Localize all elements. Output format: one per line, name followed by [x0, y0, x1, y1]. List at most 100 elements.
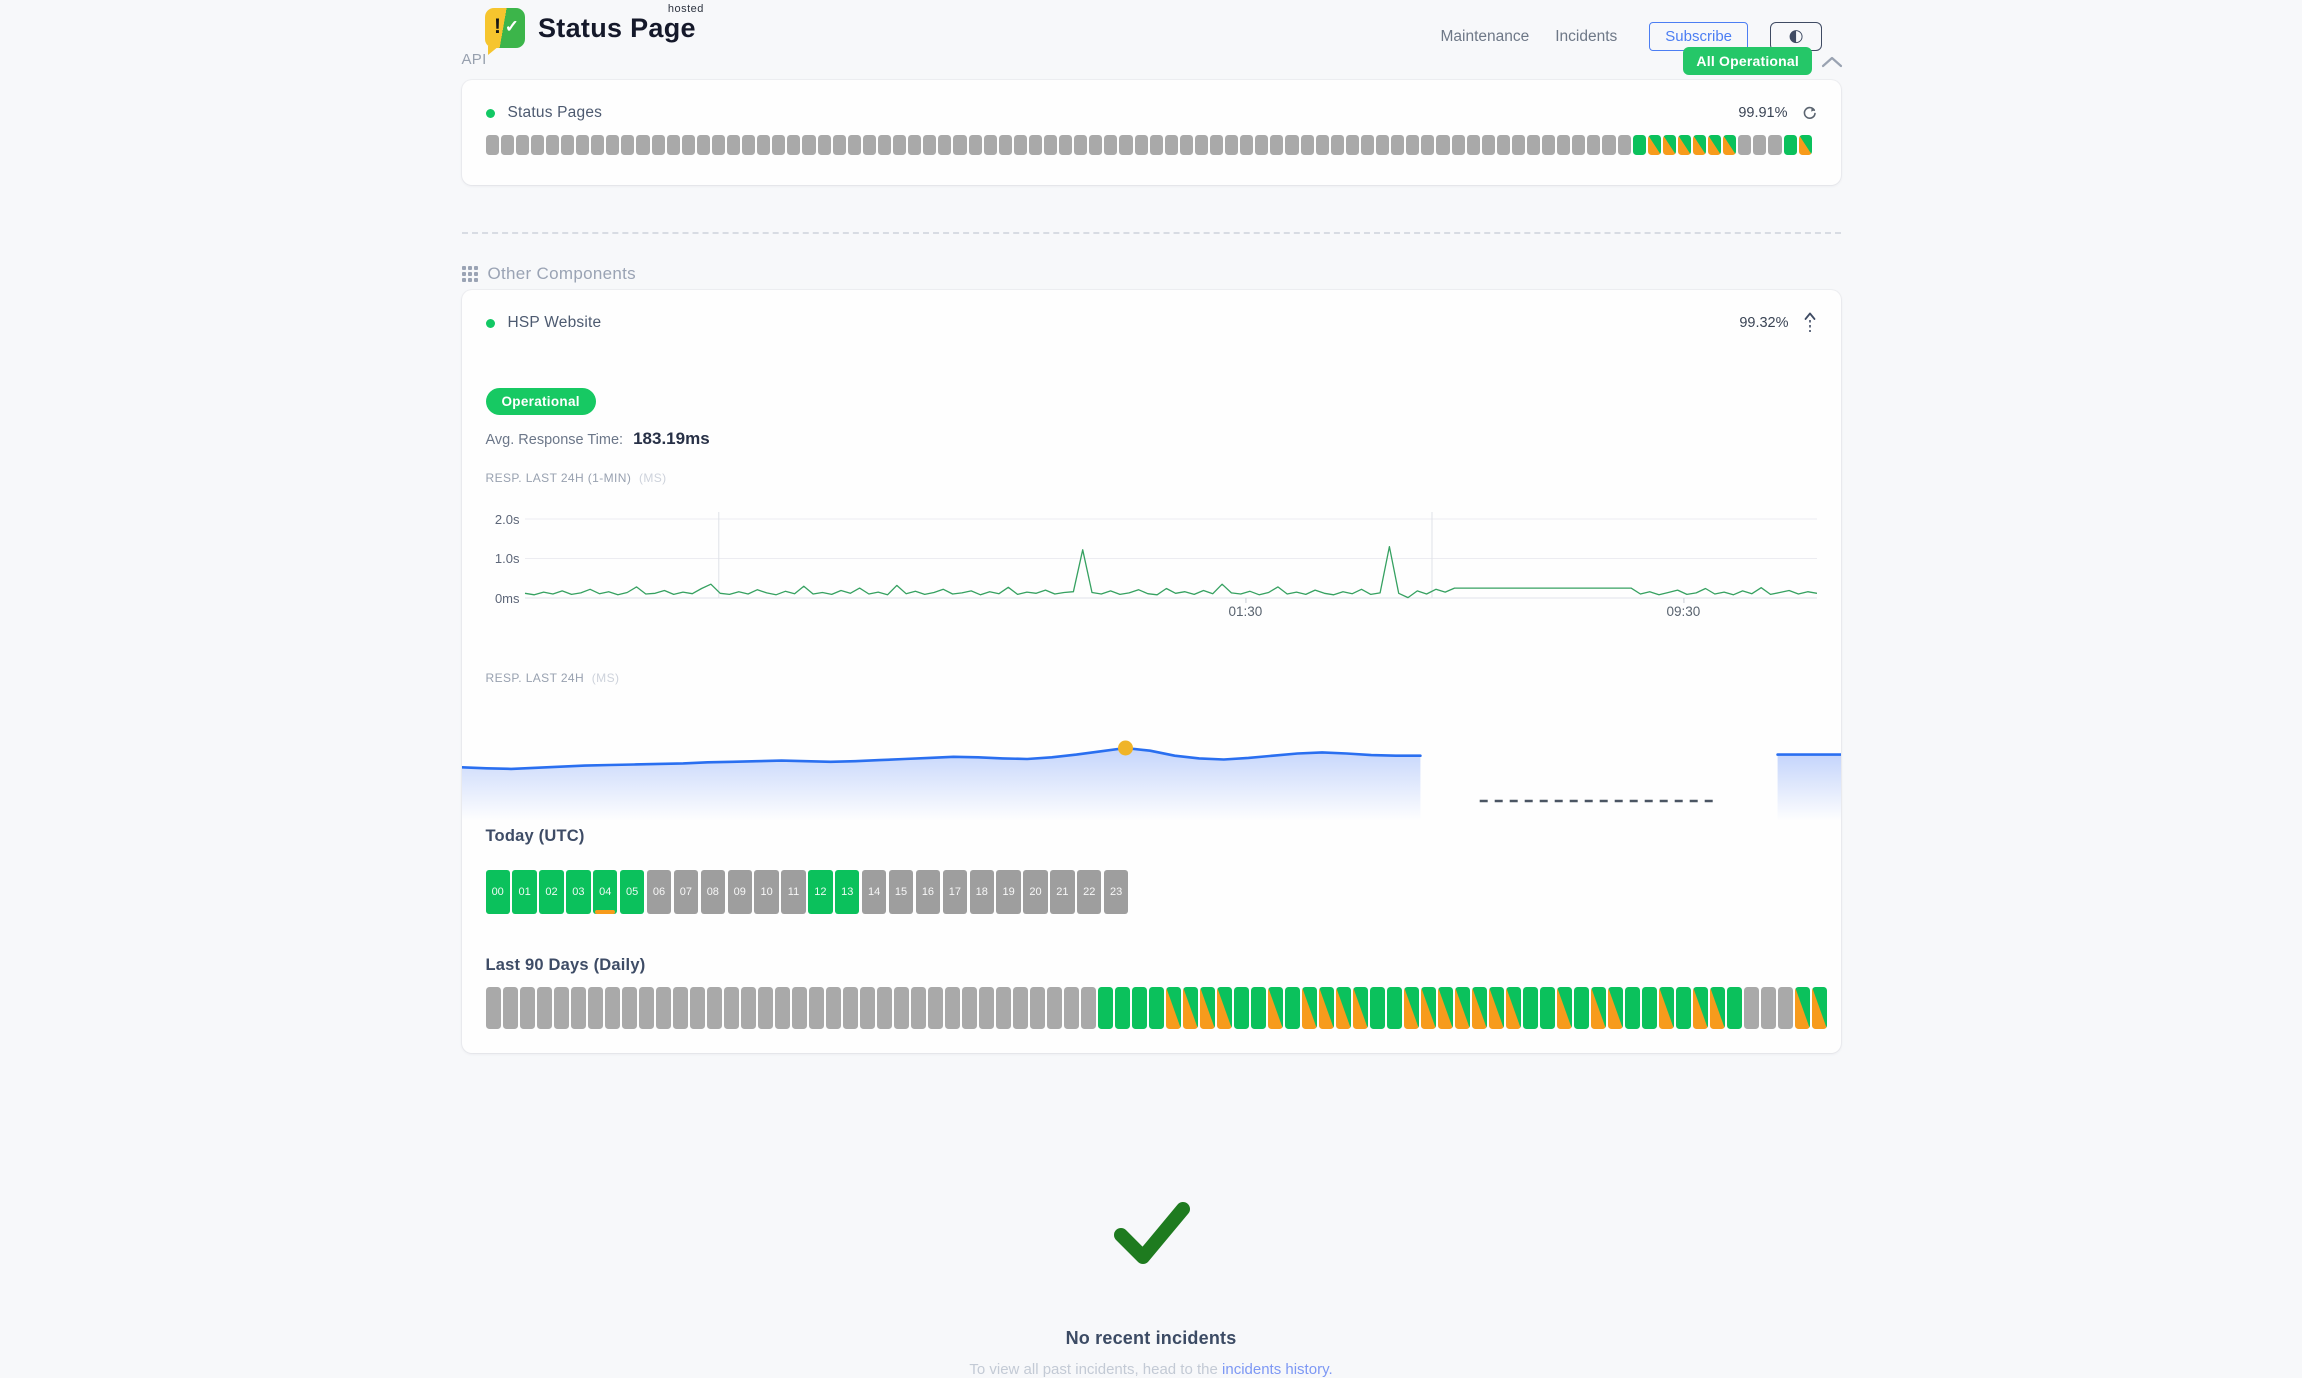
uptime-block [1063, 987, 1079, 1029]
uptime-block [1783, 135, 1797, 155]
uptime-block [802, 135, 816, 155]
component-row-status-pages: Status Pages 99.91% [485, 104, 1817, 122]
uptime-block [1315, 135, 1329, 155]
uptime-block [689, 987, 705, 1029]
hour-block: 14 [861, 870, 887, 914]
uptime-block [536, 987, 552, 1029]
nav-maintenance[interactable]: Maintenance [1440, 27, 1530, 45]
uptime-block [1114, 987, 1130, 1029]
status-dot-green [485, 108, 495, 118]
uptime-block [1270, 135, 1284, 155]
hour-block: 05 [619, 870, 645, 914]
uptime-block [1421, 135, 1435, 155]
uptime-block [1526, 135, 1541, 155]
uptime-block [1624, 987, 1640, 1029]
y-axis-tick: 2.0s [494, 511, 520, 527]
hour-block: 17 [942, 870, 968, 914]
uptime-block [757, 987, 773, 1029]
uptime-block [1602, 135, 1616, 155]
y-axis-tick: 0ms [494, 590, 520, 606]
hour-block: 01 [512, 870, 537, 914]
all-operational-badge[interactable]: All Operational [1683, 47, 1812, 75]
uptime-block [787, 135, 801, 155]
uptime-block [862, 135, 876, 155]
incidents-history-link[interactable]: incidents history. [1222, 1361, 1333, 1378]
hour-block: 11 [781, 870, 806, 914]
uptime-block [1149, 135, 1163, 155]
uptime-block [1471, 987, 1487, 1029]
component-meta: 99.91% [1738, 105, 1816, 121]
uptime-block [1632, 135, 1646, 155]
uptime-block [1726, 987, 1742, 1029]
uptime-block [1481, 135, 1495, 155]
theme-contrast-icon: ◐ [1788, 26, 1804, 46]
y-axis-tick: 1.0s [494, 551, 520, 566]
uptime-block [1059, 135, 1073, 155]
uptime-percentage: 99.91% [1738, 105, 1788, 121]
uptime-block [1658, 987, 1674, 1029]
uptime-block [545, 135, 559, 155]
today-title: Today (UTC) [485, 827, 585, 845]
refresh-icon[interactable] [1802, 106, 1817, 121]
uptime-block [1542, 135, 1556, 155]
uptime-block [1794, 987, 1810, 1029]
last-90-days-title: Last 90 Days (Daily) [485, 956, 646, 974]
uptime-block [1131, 987, 1147, 1029]
logo-title: Status Page [538, 12, 696, 43]
status-dot-green [485, 318, 495, 328]
uptime-block [1104, 135, 1118, 155]
component-row-hsp-website: HSP Website 99.32% [485, 312, 1817, 334]
uptime-block [1285, 135, 1299, 155]
today-hour-blocks: 00 01 02 03 04 05 06 07 08 09 10 11 12 13 14 15 16 17 18 19… [485, 870, 1817, 914]
hour-block: 10 [754, 870, 779, 914]
operational-badge: Operational [485, 388, 596, 415]
uptime-block [1080, 987, 1096, 1029]
incidents-footer: No recent incidents To view all past inc… [462, 1196, 1841, 1378]
uptime-block [553, 987, 569, 1029]
uptime-block [560, 135, 575, 155]
collapse-arrow-icon[interactable] [1803, 312, 1817, 334]
uptime-block [621, 987, 637, 1029]
uptime-block [938, 135, 952, 155]
uptime-block [1301, 987, 1317, 1029]
response-time-line-chart: 2.0s 1.0s 0ms 01:30 09:30 [486, 507, 1817, 633]
avg-response-value: 183.19ms [633, 429, 710, 448]
uptime-block [1074, 135, 1088, 155]
response-time-area-chart [460, 713, 1842, 825]
uptime-block [1617, 135, 1631, 155]
uptime-block [1043, 135, 1058, 155]
uptime-block [1406, 135, 1420, 155]
chevron-up-icon[interactable] [1821, 55, 1843, 68]
chart1-label-text: RESP. LAST 24H (1-MIN) [485, 471, 632, 485]
logo-superscript: hosted [667, 2, 704, 15]
uptime-block [847, 135, 861, 155]
nav-incidents[interactable]: Incidents [1555, 27, 1618, 45]
partial-outage-mark [595, 910, 616, 914]
x-axis-tick: 09:30 [1666, 604, 1701, 619]
incidents-history-line: To view all past incidents, head to the … [462, 1361, 1841, 1378]
uptime-block [1777, 987, 1793, 1029]
uptime-block [1386, 987, 1402, 1029]
uptime-block [953, 135, 967, 155]
uptime-block [817, 135, 831, 155]
uptime-block [621, 135, 635, 155]
uptime-block [1134, 135, 1148, 155]
hour-block: 19 [996, 870, 1021, 914]
app-logo[interactable]: ! ✓ Status Page hosted [485, 3, 703, 55]
uptime-block [1369, 987, 1385, 1029]
uptime-block [1753, 135, 1767, 155]
main-content: API Status Pages 99.91% [460, 0, 1842, 1378]
uptime-block [877, 135, 892, 155]
no-incidents-title: No recent incidents [1065, 1328, 1237, 1348]
uptime-block [1046, 987, 1062, 1029]
uptime-block [519, 987, 535, 1029]
uptime-block [923, 135, 937, 155]
uptime-block [1496, 135, 1510, 155]
hour-block: 16 [915, 870, 941, 914]
uptime-block [485, 135, 499, 155]
hour-block: 22 [1077, 870, 1102, 914]
hour-block: 13 [835, 870, 860, 914]
grid-icon [461, 265, 478, 282]
uptime-block [842, 987, 858, 1029]
uptime-block [774, 987, 790, 1029]
